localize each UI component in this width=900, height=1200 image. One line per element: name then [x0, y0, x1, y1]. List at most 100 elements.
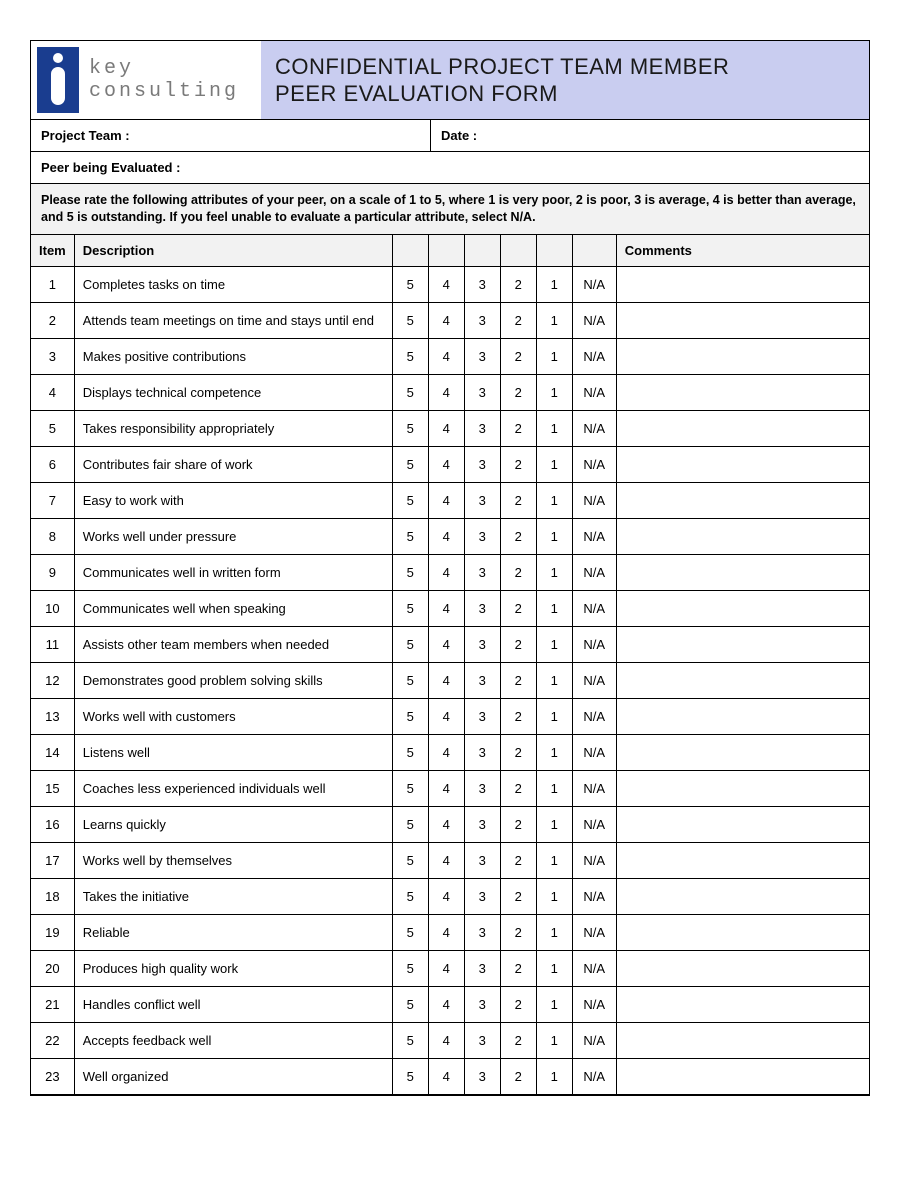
comments-cell[interactable]: [616, 374, 869, 410]
rating-option[interactable]: 3: [464, 590, 500, 626]
rating-option[interactable]: 1: [536, 302, 572, 338]
rating-option[interactable]: 4: [428, 518, 464, 554]
comments-cell[interactable]: [616, 626, 869, 662]
rating-option[interactable]: 2: [500, 518, 536, 554]
rating-option[interactable]: 4: [428, 986, 464, 1022]
rating-option[interactable]: 5: [392, 806, 428, 842]
rating-option[interactable]: 5: [392, 482, 428, 518]
comments-cell[interactable]: [616, 914, 869, 950]
rating-option[interactable]: 5: [392, 266, 428, 302]
rating-option[interactable]: 2: [500, 446, 536, 482]
rating-option[interactable]: N/A: [572, 410, 616, 446]
rating-option[interactable]: 5: [392, 302, 428, 338]
rating-option[interactable]: 1: [536, 518, 572, 554]
rating-option[interactable]: 1: [536, 770, 572, 806]
rating-option[interactable]: 3: [464, 842, 500, 878]
rating-option[interactable]: 1: [536, 950, 572, 986]
rating-option[interactable]: 4: [428, 554, 464, 590]
rating-option[interactable]: 2: [500, 554, 536, 590]
rating-option[interactable]: N/A: [572, 518, 616, 554]
rating-option[interactable]: N/A: [572, 1022, 616, 1058]
rating-option[interactable]: 2: [500, 626, 536, 662]
rating-option[interactable]: 3: [464, 302, 500, 338]
comments-cell[interactable]: [616, 770, 869, 806]
rating-option[interactable]: 2: [500, 374, 536, 410]
rating-option[interactable]: 5: [392, 446, 428, 482]
rating-option[interactable]: 4: [428, 950, 464, 986]
rating-option[interactable]: 4: [428, 446, 464, 482]
rating-option[interactable]: N/A: [572, 770, 616, 806]
rating-option[interactable]: 3: [464, 626, 500, 662]
rating-option[interactable]: 4: [428, 1058, 464, 1094]
rating-option[interactable]: 2: [500, 698, 536, 734]
rating-option[interactable]: 1: [536, 410, 572, 446]
rating-option[interactable]: 5: [392, 986, 428, 1022]
comments-cell[interactable]: [616, 410, 869, 446]
rating-option[interactable]: 3: [464, 662, 500, 698]
rating-option[interactable]: 4: [428, 842, 464, 878]
comments-cell[interactable]: [616, 1058, 869, 1094]
rating-option[interactable]: N/A: [572, 266, 616, 302]
comments-cell[interactable]: [616, 482, 869, 518]
rating-option[interactable]: 5: [392, 842, 428, 878]
rating-option[interactable]: 5: [392, 410, 428, 446]
rating-option[interactable]: N/A: [572, 806, 616, 842]
rating-option[interactable]: N/A: [572, 842, 616, 878]
rating-option[interactable]: N/A: [572, 446, 616, 482]
comments-cell[interactable]: [616, 518, 869, 554]
rating-option[interactable]: N/A: [572, 338, 616, 374]
rating-option[interactable]: 2: [500, 410, 536, 446]
rating-option[interactable]: 4: [428, 1022, 464, 1058]
rating-option[interactable]: 5: [392, 518, 428, 554]
comments-cell[interactable]: [616, 662, 869, 698]
rating-option[interactable]: 3: [464, 410, 500, 446]
comments-cell[interactable]: [616, 1022, 869, 1058]
rating-option[interactable]: 1: [536, 482, 572, 518]
rating-option[interactable]: 4: [428, 770, 464, 806]
rating-option[interactable]: 4: [428, 266, 464, 302]
rating-option[interactable]: 4: [428, 698, 464, 734]
rating-option[interactable]: 5: [392, 878, 428, 914]
rating-option[interactable]: 1: [536, 446, 572, 482]
rating-option[interactable]: 3: [464, 266, 500, 302]
rating-option[interactable]: 3: [464, 806, 500, 842]
rating-option[interactable]: 2: [500, 842, 536, 878]
rating-option[interactable]: N/A: [572, 986, 616, 1022]
rating-option[interactable]: 2: [500, 302, 536, 338]
rating-option[interactable]: N/A: [572, 1058, 616, 1094]
rating-option[interactable]: N/A: [572, 590, 616, 626]
rating-option[interactable]: 2: [500, 770, 536, 806]
comments-cell[interactable]: [616, 698, 869, 734]
rating-option[interactable]: 2: [500, 266, 536, 302]
rating-option[interactable]: 1: [536, 878, 572, 914]
rating-option[interactable]: 2: [500, 734, 536, 770]
rating-option[interactable]: 5: [392, 734, 428, 770]
project-team-field[interactable]: Project Team :: [31, 120, 431, 151]
rating-option[interactable]: 4: [428, 374, 464, 410]
rating-option[interactable]: 1: [536, 626, 572, 662]
comments-cell[interactable]: [616, 986, 869, 1022]
rating-option[interactable]: 1: [536, 590, 572, 626]
rating-option[interactable]: 5: [392, 770, 428, 806]
rating-option[interactable]: 1: [536, 554, 572, 590]
rating-option[interactable]: 4: [428, 482, 464, 518]
rating-option[interactable]: 4: [428, 734, 464, 770]
rating-option[interactable]: 4: [428, 878, 464, 914]
rating-option[interactable]: N/A: [572, 302, 616, 338]
comments-cell[interactable]: [616, 590, 869, 626]
rating-option[interactable]: 5: [392, 338, 428, 374]
rating-option[interactable]: 2: [500, 662, 536, 698]
rating-option[interactable]: 3: [464, 878, 500, 914]
rating-option[interactable]: N/A: [572, 374, 616, 410]
rating-option[interactable]: 3: [464, 1022, 500, 1058]
rating-option[interactable]: 4: [428, 626, 464, 662]
rating-option[interactable]: 2: [500, 590, 536, 626]
rating-option[interactable]: 3: [464, 374, 500, 410]
rating-option[interactable]: 3: [464, 482, 500, 518]
rating-option[interactable]: 3: [464, 698, 500, 734]
rating-option[interactable]: 4: [428, 590, 464, 626]
rating-option[interactable]: 2: [500, 806, 536, 842]
rating-option[interactable]: 4: [428, 806, 464, 842]
peer-field[interactable]: Peer being Evaluated :: [31, 152, 869, 184]
comments-cell[interactable]: [616, 554, 869, 590]
